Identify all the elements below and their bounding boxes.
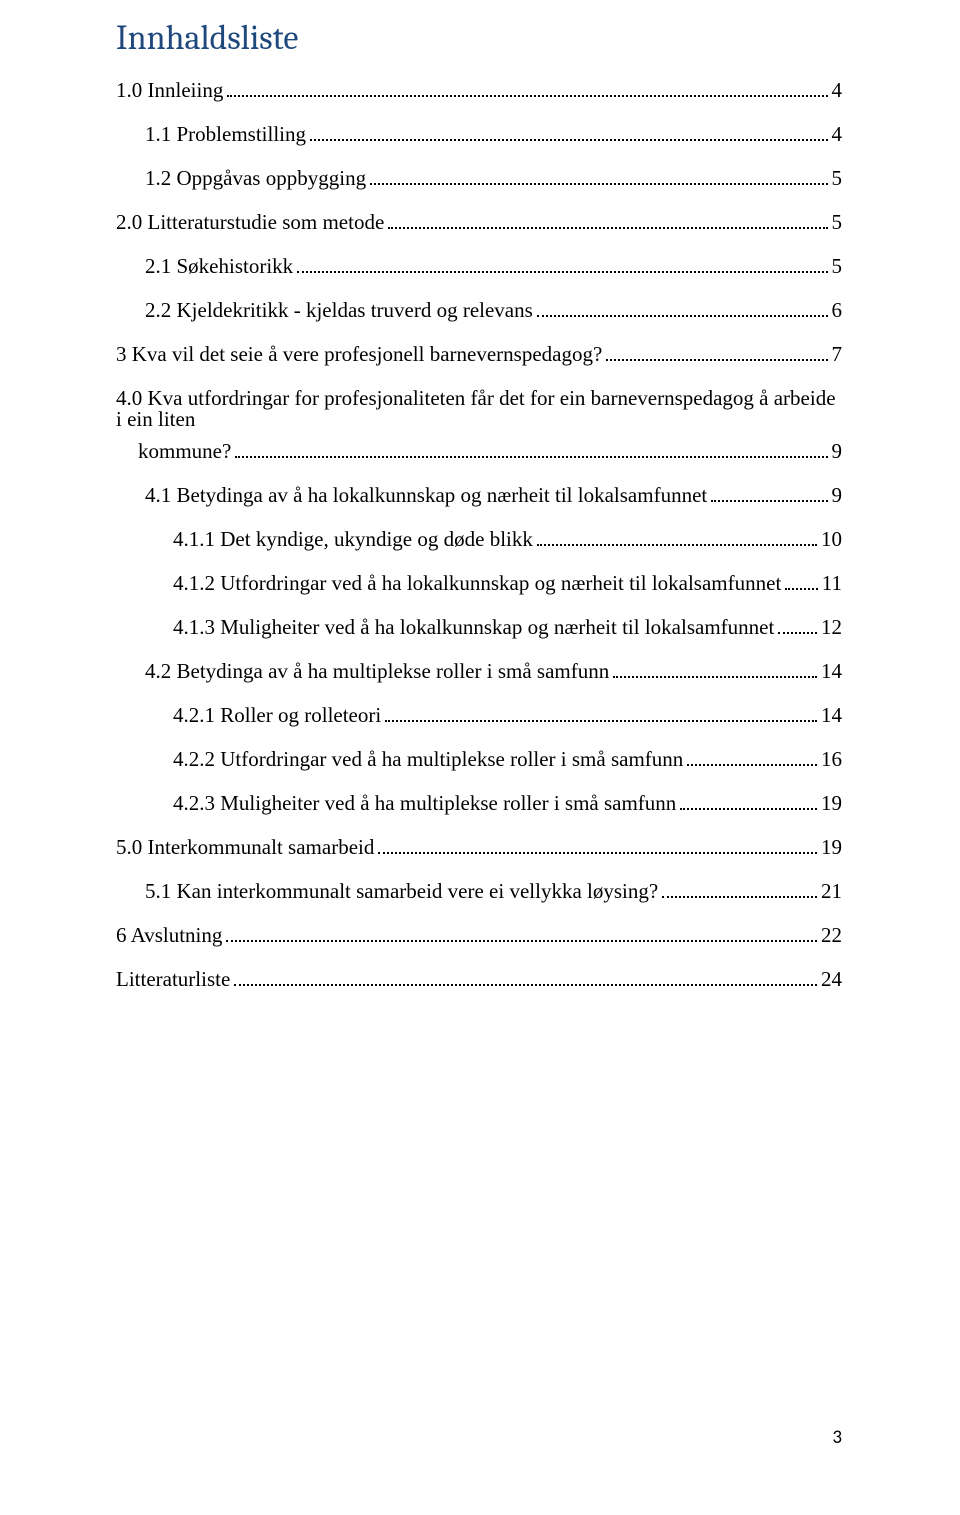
toc-label: kommune? (138, 441, 231, 462)
toc-page: 5 (832, 256, 843, 277)
toc-page: 6 (832, 300, 843, 321)
toc-leader (370, 183, 827, 185)
toc-leader (227, 95, 827, 97)
toc-leader (234, 984, 817, 986)
toc-leader (785, 588, 817, 590)
toc-entry[interactable]: 1.1 Problemstilling 4 (116, 124, 842, 146)
toc-label: 6 Avslutning (116, 925, 222, 946)
toc-label: Litteraturliste (116, 969, 230, 990)
toc-label: 5.0 Interkommunalt samarbeid (116, 837, 374, 858)
toc-leader (235, 456, 827, 458)
toc-entry[interactable]: Litteraturliste 24 (116, 969, 842, 991)
toc-page: 4 (832, 124, 843, 145)
toc-page: 7 (832, 344, 843, 365)
toc-page: 12 (821, 617, 842, 638)
toc-leader (687, 764, 817, 766)
toc-page: 21 (821, 881, 842, 902)
page: Innhaldsliste 1.0 Innleiing41.1 Problems… (0, 0, 960, 1515)
toc-entry[interactable]: 4.1.1 Det kyndige, ukyndige og døde blik… (116, 529, 842, 551)
toc-title: Innhaldsliste (116, 18, 842, 58)
toc-entries: 1.0 Innleiing 4 1.1 Problemstilling 4 1.2 Op… (116, 68, 842, 991)
toc-label: 4.1 Betydinga av å ha lokalkunnskap og n… (145, 485, 707, 506)
toc-entry[interactable]: 4.2.3 Muligheiter ved å ha multiplekse r… (116, 793, 842, 815)
toc-leader (378, 852, 817, 854)
toc-page: 16 (821, 749, 842, 770)
toc-leader (297, 271, 827, 273)
toc-label: 3 Kva vil det seie å vere profesjonell b… (116, 344, 602, 365)
toc-label: 4.2 Betydinga av å ha multiplekse roller… (145, 661, 609, 682)
toc-leader (537, 315, 828, 317)
toc-entry[interactable]: 4.2 Betydinga av å ha multiplekse roller… (116, 661, 842, 683)
toc-label: 4.1.2 Utfordringar ved å ha lokalkunnska… (173, 573, 781, 594)
toc-label: 2.1 Søkehistorikk (145, 256, 293, 277)
toc-label: 5.1 Kan interkommunalt samarbeid vere ei… (145, 881, 658, 902)
toc-leader (680, 808, 817, 810)
toc-leader (388, 227, 827, 229)
toc-entry[interactable]: 4.2.2 Utfordringar ved å ha multiplekse … (116, 749, 842, 771)
toc-leader (613, 676, 817, 678)
toc-leader (606, 359, 827, 361)
toc-entry[interactable]: 2.1 Søkehistorikk 5 (116, 256, 842, 278)
toc-entry[interactable]: 4.1.3 Muligheiter ved å ha lokalkunnskap… (116, 617, 842, 639)
toc-page: 5 (832, 168, 843, 189)
toc-leader (310, 139, 827, 141)
page-number: 3 (832, 1426, 842, 1449)
toc-page: 5 (832, 212, 843, 233)
toc-leader (537, 544, 817, 546)
toc-entry[interactable]: 4.1 Betydinga av å ha lokalkunnskap og n… (116, 485, 842, 507)
toc-page: 9 (832, 441, 843, 462)
toc-label: 4.0 Kva utfordringar for profesjonalitet… (116, 388, 842, 430)
toc-page: 24 (821, 969, 842, 990)
toc-leader (778, 632, 817, 634)
toc-entry[interactable]: 4.2.1 Roller og rolleteori 14 (116, 705, 842, 727)
toc-page: 19 (821, 837, 842, 858)
toc-label: 4.2.2 Utfordringar ved å ha multiplekse … (173, 749, 683, 770)
toc-page: 9 (832, 485, 843, 506)
toc-label: 4.1.3 Muligheiter ved å ha lokalkunnskap… (173, 617, 774, 638)
toc-label: 1.1 Problemstilling (145, 124, 306, 145)
toc-page: 10 (821, 529, 842, 550)
toc-label: 4.1.1 Det kyndige, ukyndige og døde blik… (173, 529, 533, 550)
toc-entry[interactable]: 5.0 Interkommunalt samarbeid 19 (116, 837, 842, 859)
toc-label: 4.2.3 Muligheiter ved å ha multiplekse r… (173, 793, 676, 814)
toc-page: 14 (821, 661, 842, 682)
toc-entry[interactable]: 1.2 Oppgåvas oppbygging 5 (116, 168, 842, 190)
toc-entry[interactable]: 3 Kva vil det seie å vere profesjonell b… (116, 344, 842, 366)
toc-entry[interactable]: 2.0 Litteraturstudie som metode 5 (116, 212, 842, 234)
toc-entry[interactable]: 4.1.2 Utfordringar ved å ha lokalkunnska… (116, 573, 842, 595)
toc-label: 2.2 Kjeldekritikk - kjeldas truverd og r… (145, 300, 533, 321)
toc-entry[interactable]: 1.0 Innleiing 4 (116, 80, 842, 102)
toc-entry[interactable]: 2.2 Kjeldekritikk - kjeldas truverd og r… (116, 300, 842, 322)
toc-leader (385, 720, 817, 722)
toc-page: 11 (822, 573, 842, 594)
toc-entry[interactable]: 4.0 Kva utfordringar for profesjonalitet… (116, 388, 842, 463)
toc-entry[interactable]: 5.1 Kan interkommunalt samarbeid vere ei… (116, 881, 842, 903)
toc-entry[interactable]: 6 Avslutning 22 (116, 925, 842, 947)
toc-leader (226, 940, 817, 942)
toc-page: 14 (821, 705, 842, 726)
toc-page: 4 (832, 80, 843, 101)
toc-label: 1.2 Oppgåvas oppbygging (145, 168, 366, 189)
toc-page: 19 (821, 793, 842, 814)
toc-label: 1.0 Innleiing (116, 80, 223, 101)
toc-leader (662, 896, 817, 898)
toc-label: 2.0 Litteraturstudie som metode (116, 212, 384, 233)
toc-page: 22 (821, 925, 842, 946)
toc-label: 4.2.1 Roller og rolleteori (173, 705, 381, 726)
toc-leader (711, 500, 827, 502)
